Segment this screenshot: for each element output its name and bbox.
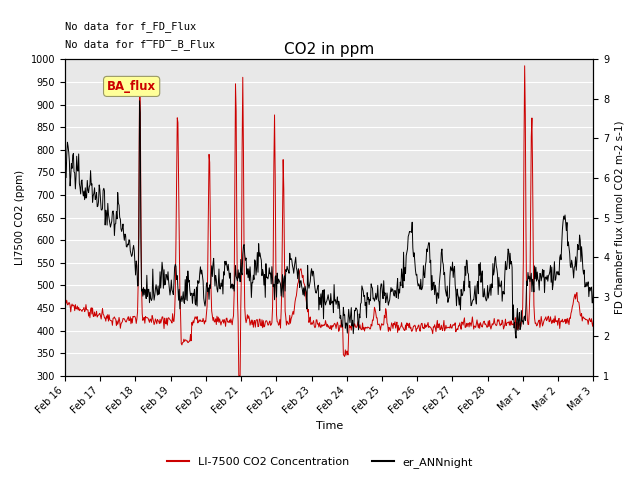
Title: CO2 in ppm: CO2 in ppm: [284, 42, 374, 57]
X-axis label: Time: Time: [316, 421, 343, 432]
Y-axis label: LI7500 CO2 (ppm): LI7500 CO2 (ppm): [15, 170, 25, 265]
Y-axis label: FD Chamber flux (umol CO2 m-2 s-1): FD Chamber flux (umol CO2 m-2 s-1): [615, 121, 625, 314]
Text: No data for f_FD_Flux: No data for f_FD_Flux: [65, 22, 196, 32]
Text: No data for f̅FD̅_B_Flux: No data for f̅FD̅_B_Flux: [65, 39, 215, 50]
Legend: LI-7500 CO2 Concentration, er_ANNnight: LI-7500 CO2 Concentration, er_ANNnight: [163, 452, 477, 472]
Text: BA_flux: BA_flux: [107, 80, 156, 93]
